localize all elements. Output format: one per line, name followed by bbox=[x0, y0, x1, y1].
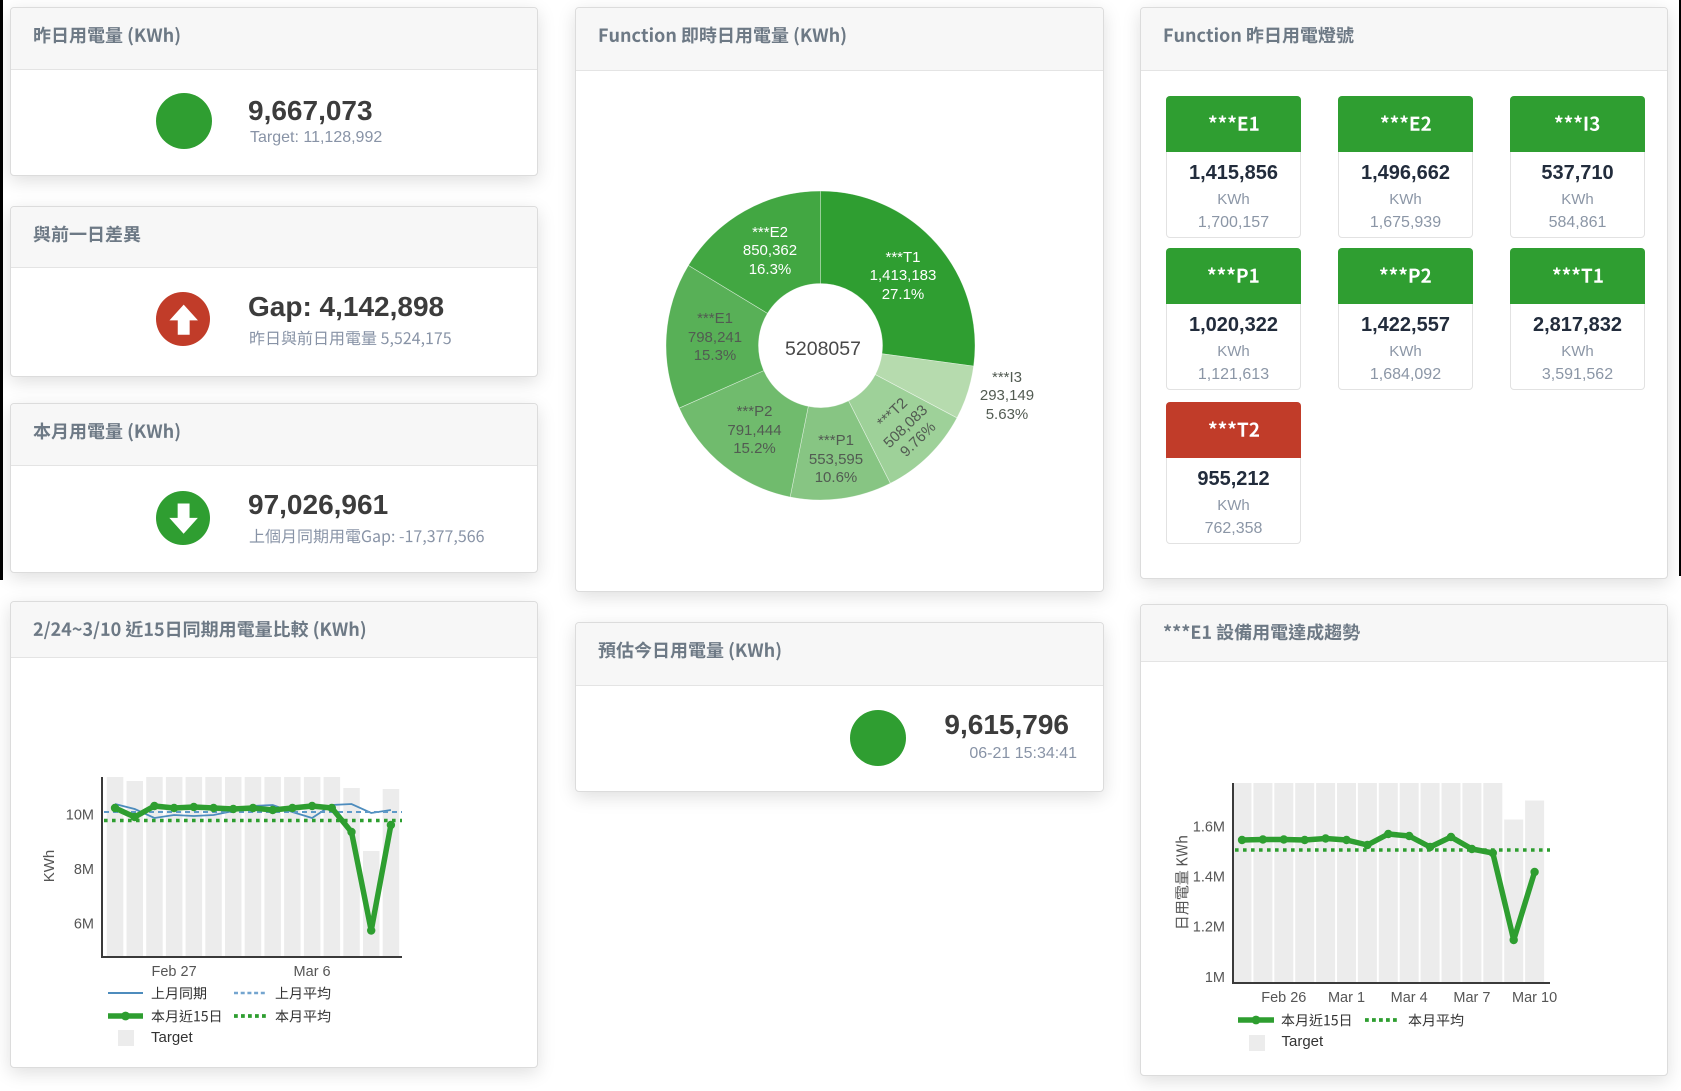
svg-text:Mar 7: Mar 7 bbox=[1453, 990, 1490, 1006]
svg-text:Mar 4: Mar 4 bbox=[1391, 990, 1428, 1006]
svg-text:Feb 26: Feb 26 bbox=[1261, 990, 1306, 1006]
svg-text:1M: 1M bbox=[1205, 970, 1225, 986]
svg-text:Mar 10: Mar 10 bbox=[1512, 990, 1557, 1006]
svg-text:Mar 6: Mar 6 bbox=[294, 964, 331, 980]
svg-text:Mar 1: Mar 1 bbox=[1328, 990, 1365, 1006]
svg-text:10M: 10M bbox=[66, 808, 94, 824]
svg-text:1.4M: 1.4M bbox=[1193, 870, 1225, 886]
svg-text:1.6M: 1.6M bbox=[1193, 820, 1225, 836]
svg-text:Feb 27: Feb 27 bbox=[152, 964, 197, 980]
svg-text:1.2M: 1.2M bbox=[1193, 920, 1225, 936]
svg-text:6M: 6M bbox=[74, 917, 94, 933]
svg-text:8M: 8M bbox=[74, 862, 94, 878]
